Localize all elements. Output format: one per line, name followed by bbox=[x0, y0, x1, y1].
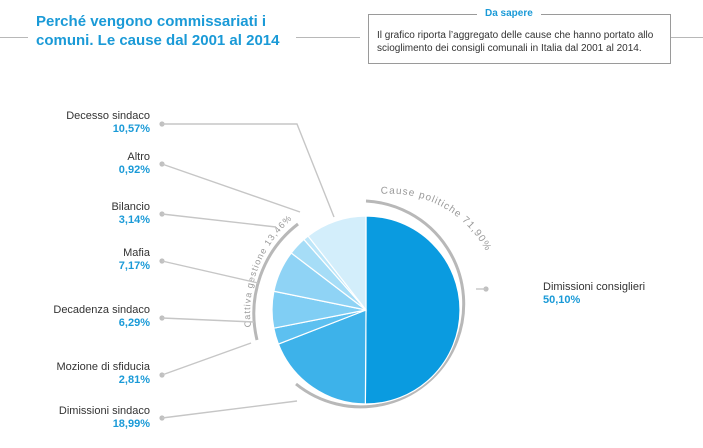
leader-line-decadenza-sindaco bbox=[161, 317, 255, 323]
slice-value-dimissioni-consiglieri: 50,10% bbox=[543, 294, 581, 306]
slice-value-dimissioni-sindaco: 18,99% bbox=[113, 418, 151, 430]
slice-label-bilancio: Bilancio bbox=[111, 201, 150, 213]
slice-value-altro: 0,92% bbox=[119, 164, 150, 176]
slice-label-decadenza-sindaco: Decadenza sindaco bbox=[53, 304, 150, 316]
chart-title: Perché vengono commissariati i comuni. L… bbox=[36, 12, 296, 50]
pie-slice-dimissioni-consiglieri bbox=[364, 215, 461, 405]
slice-value-decesso-sindaco: 10,57% bbox=[113, 123, 151, 135]
info-right-rule bbox=[671, 37, 703, 38]
slice-label-dimissioni-sindaco: Dimissioni sindaco bbox=[59, 405, 150, 417]
slice-label-altro: Altro bbox=[127, 151, 150, 163]
slice-value-bilancio: 3,14% bbox=[119, 214, 150, 226]
leader-line-mafia bbox=[161, 260, 259, 284]
leader-line-mozione-di-sfiducia bbox=[161, 342, 252, 376]
leader-line-dimissioni-sindaco bbox=[161, 400, 298, 419]
slice-label-dimissioni-consiglieri: Dimissioni consiglieri bbox=[543, 281, 645, 293]
pie-slice-dimissioni-sindaco bbox=[277, 309, 367, 405]
slice-label-mafia: Mafia bbox=[123, 247, 151, 259]
slice-label-decesso-sindaco: Decesso sindaco bbox=[66, 110, 150, 122]
pie-slice-decesso-sindaco bbox=[307, 215, 367, 312]
slice-label-mozione-di-sfiducia: Mozione di sfiducia bbox=[56, 361, 150, 373]
chart-title-line1: Perché vengono commissariati i bbox=[36, 13, 267, 30]
ring-politiche bbox=[295, 199, 466, 409]
leader-line-altro bbox=[161, 163, 301, 213]
chart-title-line2: comuni. Le cause dal 2001 al 2014 bbox=[36, 32, 280, 49]
title-left-rule bbox=[0, 37, 28, 38]
slice-value-decadenza-sindaco: 6,29% bbox=[119, 317, 150, 329]
leader-line-bilancio bbox=[161, 213, 277, 228]
title-right-rule bbox=[296, 37, 360, 38]
info-label: Da sapere bbox=[477, 7, 541, 21]
info-box: Da sapere Il grafico riporta l’aggregato… bbox=[368, 7, 671, 64]
ring-gestione bbox=[252, 222, 299, 341]
leader-line-decesso-sindaco bbox=[162, 123, 335, 218]
info-text: Il grafico riporta l’aggregato delle cau… bbox=[377, 30, 654, 54]
slice-value-mafia: 7,17% bbox=[119, 260, 150, 272]
slice-value-mozione-di-sfiducia: 2,81% bbox=[119, 374, 150, 386]
